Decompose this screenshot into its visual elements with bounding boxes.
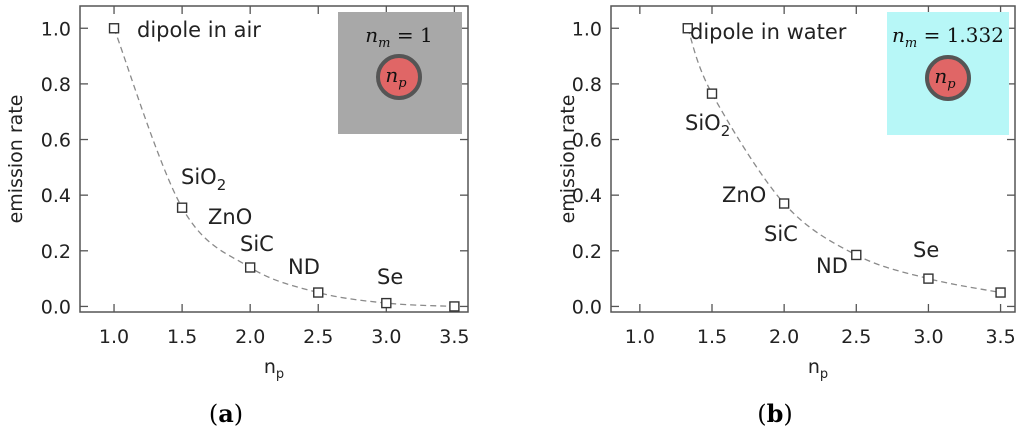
- panel-b-label-zno: ZnO: [722, 183, 766, 207]
- data-point-marker: [176, 202, 188, 213]
- panel-a-inset-label: nm = 1: [365, 23, 432, 51]
- panel-b-particle-label: np: [934, 64, 956, 92]
- data-point-marker: [244, 262, 256, 273]
- panel-a-y-ticks: 0.0 0.2 0.4 0.6 0.8 1.0: [41, 18, 468, 318]
- panel-a-ylabel: emission rate: [5, 95, 27, 224]
- panel-b-ylabel: emission rate: [557, 95, 579, 224]
- x-tick-label: 3.5: [985, 326, 1015, 348]
- panel-b-y-ticks: 0.0 0.2 0.4 0.6 0.8 1.0: [572, 18, 1015, 318]
- y-tick-label: 0.2: [41, 241, 71, 263]
- y-tick-label: 0.0: [572, 296, 602, 318]
- panel-b-fit-curve: [687, 28, 1001, 294]
- y-tick-label: 0.8: [572, 74, 602, 96]
- data-point-marker: [995, 287, 1006, 298]
- panel-a-label-sic: SiC: [240, 232, 274, 256]
- y-tick-label: 0.4: [41, 185, 71, 207]
- panel-b-xlabel: np: [808, 356, 828, 382]
- data-point-marker: [449, 301, 460, 312]
- y-tick-label: 0.0: [41, 296, 71, 318]
- data-point-marker: [682, 23, 693, 34]
- panel-a-label-nd: ND: [288, 255, 320, 279]
- panel-b-label-se: Se: [913, 238, 939, 262]
- x-tick-label: 1.0: [625, 326, 655, 348]
- x-tick-label: 1.5: [167, 326, 197, 348]
- panel-b-label-nd: ND: [816, 254, 848, 278]
- panel-a-points: [108, 23, 460, 312]
- panel-b-particle: [925, 55, 971, 101]
- x-tick-label: 1.0: [99, 326, 129, 348]
- panel-b-frame: [610, 5, 1016, 313]
- panel-a-x-ticks: 1.0 1.5 2.0 2.5 3.0 3.5: [99, 6, 469, 348]
- panel-b-label-sic: SiC: [764, 222, 798, 246]
- x-tick-label: 3.5: [439, 326, 469, 348]
- y-tick-label: 1.0: [572, 18, 602, 40]
- panel-a-particle-label: np: [385, 63, 407, 91]
- panel-a-label-zno: ZnO: [208, 205, 252, 229]
- y-tick-label: 1.0: [41, 18, 71, 40]
- x-tick-label: 2.5: [303, 326, 333, 348]
- panel-b-caption: (b): [757, 399, 793, 428]
- panel-a-label-dipole: dipole in air: [137, 18, 261, 42]
- x-tick-label: 1.5: [697, 326, 727, 348]
- y-tick-label: 0.6: [41, 130, 71, 152]
- x-tick-label: 3.0: [913, 326, 943, 348]
- y-tick-label: 0.6: [572, 130, 602, 152]
- y-tick-label: 0.8: [41, 74, 71, 96]
- panel-a-xlabel: np: [264, 356, 284, 382]
- x-tick-label: 2.0: [235, 326, 265, 348]
- data-point-marker: [313, 287, 324, 298]
- data-point-marker: [381, 297, 392, 309]
- panel-a-label-se: Se: [377, 265, 403, 289]
- panel-b-x-ticks: 1.0 1.5 2.0 2.5 3.0 3.5: [625, 6, 1016, 348]
- data-point-marker: [108, 23, 120, 34]
- panel-b-inset-label: nm = 1.332: [892, 23, 1004, 51]
- panel-a-particle: [376, 54, 422, 100]
- x-tick-label: 2.0: [769, 326, 799, 348]
- y-tick-label: 0.4: [572, 185, 602, 207]
- panel-a-frame: [79, 5, 469, 313]
- data-point-marker: [706, 88, 718, 99]
- panel-b-label-dipole: dipole in water: [690, 20, 847, 44]
- panel-b-label-sio2: SiO2: [685, 111, 730, 140]
- panel-a-label-sio2: SiO2: [181, 165, 226, 194]
- y-tick-label: 0.2: [572, 241, 602, 263]
- panel-b: 0.0 0.2 0.4 0.6 0.8 1.0 1.0 1.5 2.0 2.5 3.0 3.5 em…: [557, 5, 1016, 428]
- panel-a-caption: (a): [209, 399, 243, 428]
- data-point-marker: [923, 273, 934, 284]
- data-point-marker: [851, 249, 862, 261]
- data-point-marker: [778, 198, 790, 209]
- x-tick-label: 3.0: [371, 326, 401, 348]
- panel-a: 0.0 0.2 0.4 0.6 0.8 1.0 1.0 1.5 2.0 2.5 3.0 3.5 em…: [5, 5, 469, 428]
- x-tick-label: 2.5: [841, 326, 871, 348]
- panel-b-points: [682, 23, 1006, 298]
